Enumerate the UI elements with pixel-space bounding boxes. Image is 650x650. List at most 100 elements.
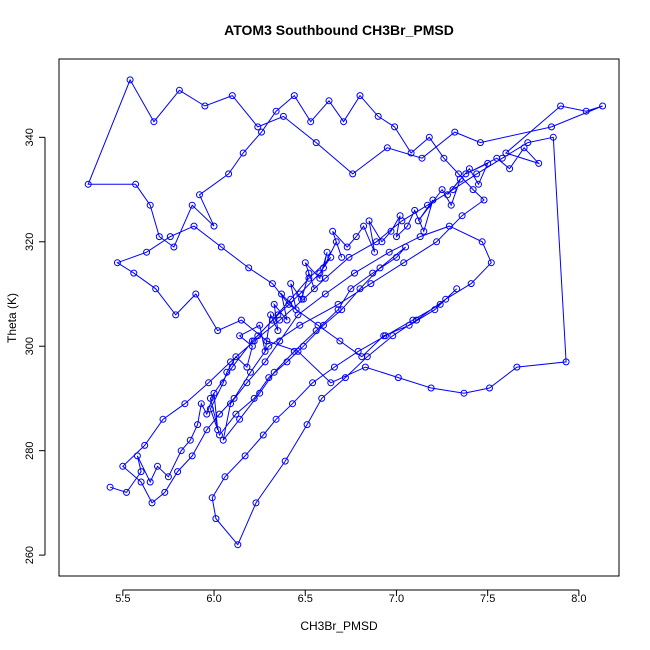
- data-point: [372, 238, 380, 246]
- data-point: [403, 222, 411, 230]
- data-point: [442, 295, 450, 303]
- series-line: [87, 78, 603, 546]
- data-point: [462, 170, 470, 178]
- data-point: [301, 259, 309, 267]
- data-point: [214, 327, 222, 335]
- data-point: [161, 488, 169, 496]
- data-point: [256, 389, 264, 397]
- data-point: [243, 379, 251, 387]
- data-point: [394, 374, 402, 382]
- data-point: [548, 123, 555, 131]
- x-axis: 5.5 6.0 6.5 7.0 7.5 8.0: [115, 589, 587, 605]
- data-point: [418, 154, 426, 162]
- data-point: [387, 227, 395, 235]
- data-point: [192, 290, 200, 298]
- data-point: [312, 327, 320, 335]
- data-point: [316, 269, 324, 277]
- data-point: [309, 379, 317, 387]
- data-point: [234, 541, 242, 549]
- data-point: [303, 421, 311, 429]
- data-point: [451, 128, 459, 136]
- data-point: [427, 384, 435, 392]
- data-point: [278, 290, 285, 298]
- data-point: [287, 280, 295, 288]
- data-point: [320, 321, 327, 329]
- data-point: [188, 201, 196, 209]
- data-point: [236, 332, 244, 340]
- data-point: [194, 421, 202, 429]
- data-point: [219, 379, 227, 387]
- y-tick-label: 280: [24, 441, 36, 459]
- data-point: [502, 149, 510, 157]
- data-point: [478, 238, 486, 246]
- data-point: [210, 222, 218, 230]
- data-point: [407, 149, 415, 157]
- data-point: [321, 290, 329, 298]
- data-point: [535, 159, 543, 167]
- data-point: [484, 159, 492, 167]
- data-point: [265, 374, 273, 382]
- data-point: [208, 494, 216, 502]
- data-point: [164, 473, 172, 481]
- data-point: [137, 468, 145, 476]
- data-point: [356, 92, 364, 100]
- data-point: [227, 400, 234, 408]
- data-point: [416, 233, 424, 241]
- y-tick-label: 300: [24, 337, 36, 355]
- data-point: [487, 259, 495, 267]
- data-point: [393, 253, 400, 261]
- data-point: [106, 483, 114, 491]
- data-point: [557, 102, 565, 110]
- data-point: [287, 295, 295, 303]
- data-point: [84, 180, 92, 188]
- data-point: [268, 280, 276, 288]
- data-point: [420, 227, 428, 235]
- data-point: [389, 332, 397, 340]
- data-point: [212, 515, 220, 523]
- data-point: [413, 316, 420, 324]
- data-point: [414, 217, 422, 225]
- data-point: [237, 316, 245, 324]
- data-point: [352, 233, 360, 241]
- data-point: [383, 144, 391, 152]
- data-point: [336, 337, 344, 345]
- data-point: [453, 285, 461, 293]
- data-point: [270, 300, 278, 308]
- data-point: [239, 149, 247, 157]
- data-point: [132, 180, 140, 188]
- data-point: [119, 462, 127, 470]
- data-point: [150, 118, 158, 126]
- data-point: [223, 368, 231, 376]
- data-point: [445, 222, 453, 230]
- plot-frame: [58, 58, 620, 577]
- data-point: [170, 243, 178, 251]
- data-point: [299, 295, 307, 303]
- data-point: [228, 363, 236, 371]
- data-point: [360, 222, 368, 230]
- data-point: [217, 243, 225, 251]
- data-point: [146, 201, 154, 209]
- data-point: [349, 170, 357, 178]
- data-point: [391, 123, 399, 131]
- data-point: [321, 274, 329, 282]
- data-point: [424, 201, 431, 209]
- x-tick-label: 6.0: [206, 593, 221, 605]
- data-point: [216, 410, 223, 418]
- data-point: [254, 123, 262, 131]
- data-point: [549, 133, 557, 141]
- data-point: [305, 269, 313, 277]
- data-point: [155, 233, 163, 241]
- data-point: [283, 358, 291, 366]
- data-point: [247, 368, 254, 376]
- data-point: [330, 363, 338, 371]
- data-point: [334, 300, 342, 308]
- data-point: [332, 238, 340, 246]
- data-point: [263, 337, 271, 345]
- data-point: [440, 154, 448, 162]
- data-point: [290, 92, 298, 100]
- data-point: [465, 165, 473, 173]
- data-point: [323, 248, 331, 256]
- data-point: [312, 139, 320, 147]
- data-point: [296, 321, 304, 329]
- data-point: [172, 311, 180, 319]
